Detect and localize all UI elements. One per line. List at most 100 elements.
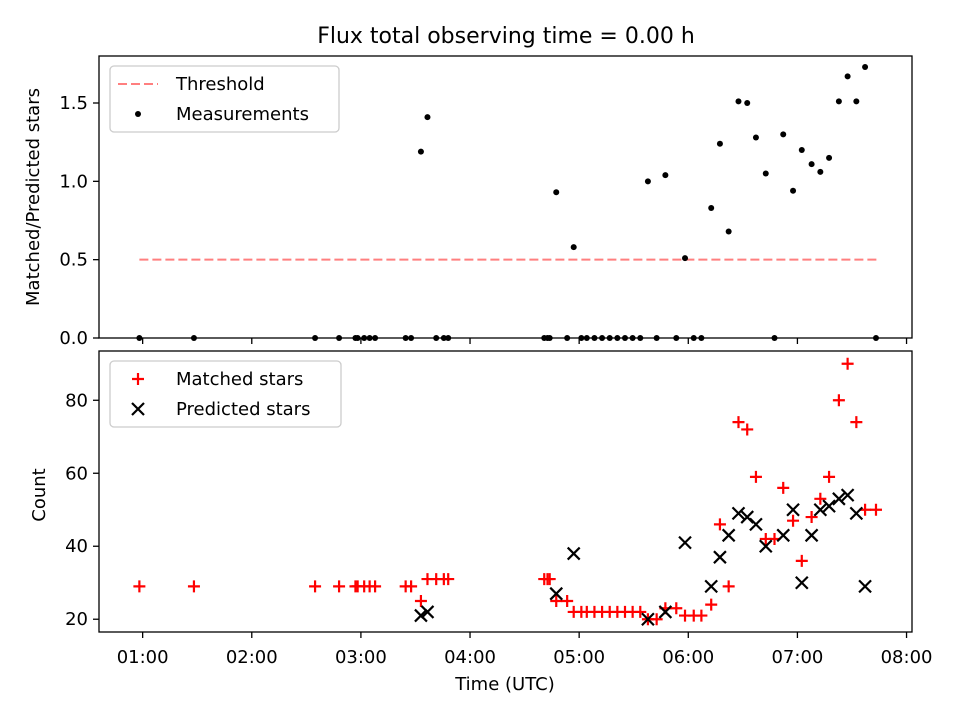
predicted-star-point bbox=[420, 605, 435, 619]
matched-star-point bbox=[705, 598, 718, 611]
bottom-y-axis-label: Count bbox=[29, 468, 50, 521]
legend-label: Threshold bbox=[175, 74, 265, 95]
measurement-point bbox=[553, 189, 560, 196]
matched-star-point bbox=[741, 423, 754, 436]
predicted-star-point bbox=[840, 488, 855, 502]
predicted-star-point bbox=[414, 608, 428, 623]
predicted-star-point bbox=[641, 612, 655, 627]
matched-star-point bbox=[832, 394, 845, 407]
measurement-point bbox=[424, 114, 431, 121]
measurement-point bbox=[790, 187, 797, 194]
measurement-point bbox=[835, 98, 842, 105]
matched-star-point bbox=[187, 580, 200, 593]
matched-star-point bbox=[814, 492, 827, 505]
x-tick-label: 03:00 bbox=[335, 647, 387, 668]
predicted-star-point bbox=[749, 517, 763, 532]
measurement-point bbox=[682, 255, 689, 262]
predicted-star-point bbox=[721, 528, 736, 543]
predicted-star-point bbox=[549, 586, 564, 601]
predicted-star-point bbox=[566, 546, 581, 561]
legend-label: Measurements bbox=[176, 104, 309, 125]
matched-star-point bbox=[732, 416, 745, 429]
top-y-tick-label: 0.0 bbox=[59, 328, 88, 349]
matched-star-point bbox=[634, 605, 647, 618]
x-tick-label: 06:00 bbox=[662, 647, 714, 668]
matched-star-point bbox=[869, 503, 882, 516]
matched-star-point bbox=[850, 416, 863, 429]
predicted-star-point bbox=[731, 506, 746, 521]
matched-star-point bbox=[650, 613, 663, 626]
bottom-panel: 20 40 60 80 01:00 02:00 03:00 04:00 05:00 06:00 07… bbox=[65, 350, 932, 668]
predicted-star-point bbox=[786, 502, 800, 517]
measurement-point bbox=[735, 98, 742, 105]
measurement-point bbox=[826, 154, 833, 161]
x-tick-label: 04:00 bbox=[444, 647, 496, 668]
measurement-point bbox=[662, 172, 669, 179]
predicted-star-point bbox=[804, 528, 819, 543]
matched-star-point bbox=[823, 470, 836, 483]
x-tick-label: 07:00 bbox=[771, 647, 823, 668]
legend-label: Predicted stars bbox=[176, 399, 310, 420]
bottom-axes-frame bbox=[98, 350, 913, 633]
x-axis-label: Time (UTC) bbox=[454, 674, 555, 695]
matched-star-point bbox=[713, 518, 726, 531]
top-axes-frame bbox=[98, 55, 913, 339]
predicted-star-point bbox=[813, 502, 828, 517]
predicted-star-point bbox=[822, 499, 836, 513]
bottom-y-tick-label: 20 bbox=[65, 609, 88, 630]
bottom-legend-box bbox=[109, 360, 342, 428]
top-legend: Threshold Measurements bbox=[109, 65, 340, 133]
measurement-point bbox=[644, 178, 651, 185]
matched-star-point bbox=[550, 594, 563, 607]
predicted-star-point bbox=[678, 535, 692, 550]
measurement-point bbox=[780, 131, 787, 138]
matched-star-point bbox=[561, 594, 574, 607]
measurement-point bbox=[570, 244, 577, 251]
matched-star-point bbox=[670, 602, 683, 615]
matched-star-point bbox=[405, 580, 418, 593]
x-tick-label: 05:00 bbox=[553, 647, 605, 668]
top-y-tick-label: 1.5 bbox=[59, 93, 88, 114]
legend-label: Matched stars bbox=[176, 369, 303, 390]
matched-star-point bbox=[795, 554, 808, 567]
legend-measurements-swatch bbox=[135, 111, 141, 117]
measurement-point bbox=[708, 204, 715, 211]
predicted-star-point bbox=[776, 528, 791, 543]
predicted-star-point bbox=[704, 579, 718, 594]
matched-star-point bbox=[543, 573, 556, 586]
predicted-star-point bbox=[758, 539, 773, 554]
matched-star-point bbox=[414, 594, 427, 607]
bottom-legend: Matched stars Predicted stars bbox=[109, 360, 342, 428]
matched-star-point bbox=[805, 511, 818, 524]
top-panel: 0.0 0.5 1.0 1.5 Threshold Measurements bbox=[59, 55, 913, 349]
measurement-point bbox=[808, 161, 815, 168]
measurement-point bbox=[417, 148, 424, 155]
measurement-point bbox=[762, 170, 769, 177]
bottom-y-tick-label: 60 bbox=[65, 463, 88, 484]
matched-star-point bbox=[749, 470, 762, 483]
x-tick-label: 02:00 bbox=[226, 647, 278, 668]
predicted-star-point bbox=[795, 575, 809, 590]
legend-matched-swatch bbox=[132, 373, 144, 385]
matched-star-point bbox=[777, 481, 790, 494]
top-y-tick-label: 1.0 bbox=[59, 171, 88, 192]
top-y-tick-label: 0.5 bbox=[59, 250, 88, 271]
measurement-point bbox=[716, 140, 723, 147]
measurement-point bbox=[853, 98, 860, 105]
bottom-y-tick-label: 80 bbox=[65, 390, 88, 411]
predicted-star-point bbox=[858, 579, 872, 594]
measurement-point bbox=[744, 100, 751, 106]
x-tick-label: 01:00 bbox=[117, 647, 169, 668]
matched-star-point bbox=[787, 514, 800, 527]
predicted-star-point bbox=[658, 605, 673, 619]
legend-predicted-swatch bbox=[131, 402, 145, 416]
matched-star-point bbox=[369, 580, 382, 593]
predicted-star-point bbox=[713, 550, 727, 564]
matched-star-point bbox=[333, 580, 346, 593]
measurement-point bbox=[798, 147, 805, 153]
matched-star-point bbox=[695, 609, 708, 622]
top-legend-box bbox=[109, 65, 340, 133]
bottom-data-marks bbox=[133, 357, 882, 627]
